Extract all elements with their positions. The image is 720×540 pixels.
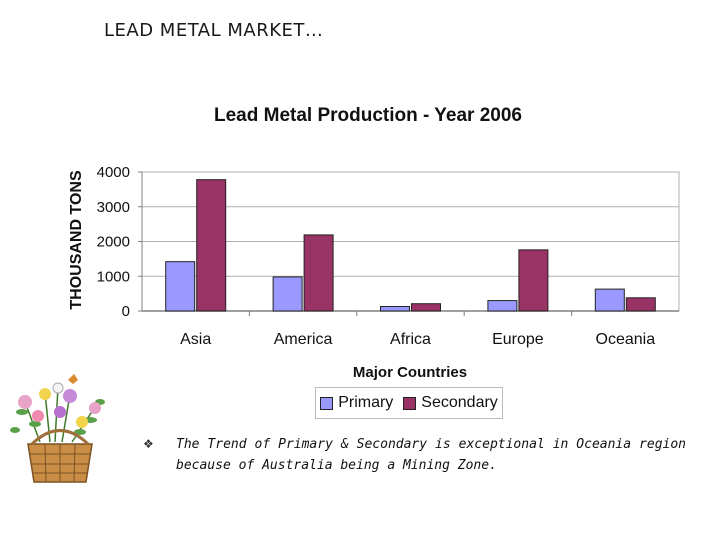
y-tick-label: 0	[122, 303, 130, 320]
legend-label-secondary: Secondary	[421, 394, 498, 411]
bar-secondary-europe	[518, 249, 549, 312]
chart-legend: Primary Secondary	[315, 387, 503, 419]
chart-title: Lead Metal Production - Year 2006	[214, 105, 522, 126]
x-tick-label: Oceania	[596, 331, 656, 348]
y-tick-label: 2000	[97, 234, 130, 251]
x-tick-label: Europe	[492, 331, 544, 348]
y-axis-label: THOUSAND TONS	[68, 170, 85, 310]
bar-primary-oceania	[594, 288, 625, 312]
legend-item-primary: Primary	[320, 394, 393, 412]
legend-swatch-secondary	[403, 396, 417, 410]
x-tick-label: Asia	[180, 331, 211, 348]
bar-secondary-oceania	[625, 297, 656, 312]
slide-title: LEAD METAL MARKET…	[104, 20, 324, 41]
bar-secondary-asia	[196, 179, 227, 312]
y-tick-label: 1000	[97, 268, 130, 285]
bar-secondary-america	[303, 234, 334, 312]
bar-primary-europe	[487, 300, 518, 312]
x-axis-label: Major Countries	[353, 364, 467, 381]
bar-primary-africa	[380, 305, 410, 312]
flower-basket-icon	[10, 374, 105, 483]
x-tick-label: Africa	[390, 331, 431, 348]
slide-note: The Trend of Primary & Secondary is exce…	[176, 437, 686, 473]
y-tick-label: 3000	[97, 199, 130, 216]
legend-swatch-primary	[320, 396, 334, 410]
x-tick-label: America	[274, 331, 333, 348]
y-tick-label: 4000	[97, 164, 130, 181]
bar-primary-asia	[165, 261, 196, 312]
legend-label-primary: Primary	[338, 394, 394, 411]
bar-secondary-africa	[411, 303, 441, 312]
bullet-icon: ❖	[143, 437, 154, 451]
bar-primary-america	[272, 276, 303, 312]
legend-item-secondary: Secondary	[403, 394, 498, 412]
